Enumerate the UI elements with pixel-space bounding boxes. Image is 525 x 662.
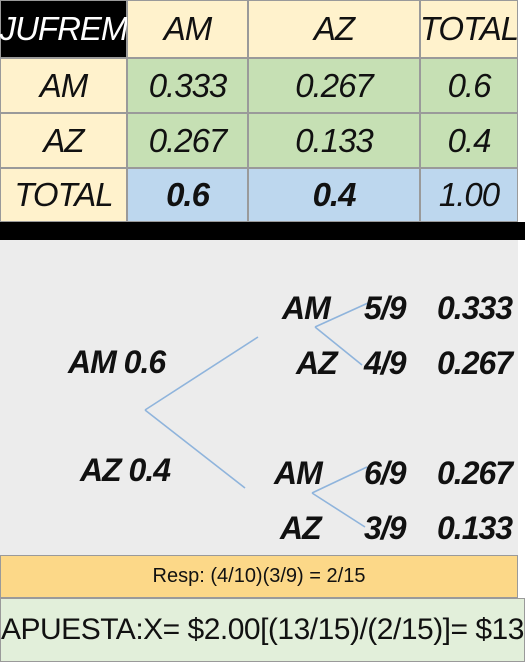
leaf-prob: 0.267 xyxy=(437,455,513,491)
leaf-frac: 5/9 xyxy=(364,290,406,326)
table-cell: AZ xyxy=(0,113,127,168)
branch xyxy=(144,409,246,489)
table-cell: AM xyxy=(0,58,127,113)
leaf-label: AZ xyxy=(296,345,338,381)
table-cell: 0.333 xyxy=(127,58,248,113)
leaf-prob: 0.267 xyxy=(437,345,513,381)
table-cell: AM xyxy=(127,0,248,58)
branch xyxy=(314,302,369,328)
table-cell: 0.4 xyxy=(248,168,420,222)
table-cell: 0.6 xyxy=(127,168,248,222)
tree-lines xyxy=(144,302,369,528)
branch xyxy=(144,336,259,411)
branch-label: AZ 0.4 xyxy=(80,452,171,488)
branch-label: AM 0.6 xyxy=(68,344,166,380)
table-cell: 0.267 xyxy=(127,113,248,168)
leaf-frac: 6/9 xyxy=(364,455,406,491)
leaf-frac: 4/9 xyxy=(364,345,406,381)
leaf-prob: 0.133 xyxy=(437,510,513,546)
leaf-label: AM xyxy=(282,290,331,326)
table-cell: 1.00 xyxy=(420,168,518,222)
branch xyxy=(314,326,363,366)
resp-row: Resp: (4/10)(3/9) = 2/15 xyxy=(0,555,518,598)
leaf-frac: 3/9 xyxy=(364,510,406,546)
table-cell: TOTAL xyxy=(420,0,519,58)
branch xyxy=(311,466,368,494)
leaf-label: AZ xyxy=(280,510,322,546)
tree-area: AM 0.6 AZ 0.4 AM 5/9 0.333 AZ 4/9 0.267 … xyxy=(0,240,518,555)
table-cell: 0.133 xyxy=(248,113,420,168)
apuesta-row: APUESTA:X= $2.00[(13/15)/(2/15)]= $13 xyxy=(0,598,525,662)
table-cell: 0.267 xyxy=(248,58,420,113)
branch xyxy=(311,492,366,528)
table-cell: 0.4 xyxy=(420,113,518,168)
table-cell: TOTAL xyxy=(0,168,127,222)
table-cell: JUFREM xyxy=(0,0,128,58)
black-bar xyxy=(0,222,525,240)
table-cell: AZ xyxy=(248,0,420,58)
leaf-label: AM xyxy=(274,455,323,491)
leaf-prob: 0.333 xyxy=(437,290,513,326)
table-cell: 0.6 xyxy=(420,58,518,113)
